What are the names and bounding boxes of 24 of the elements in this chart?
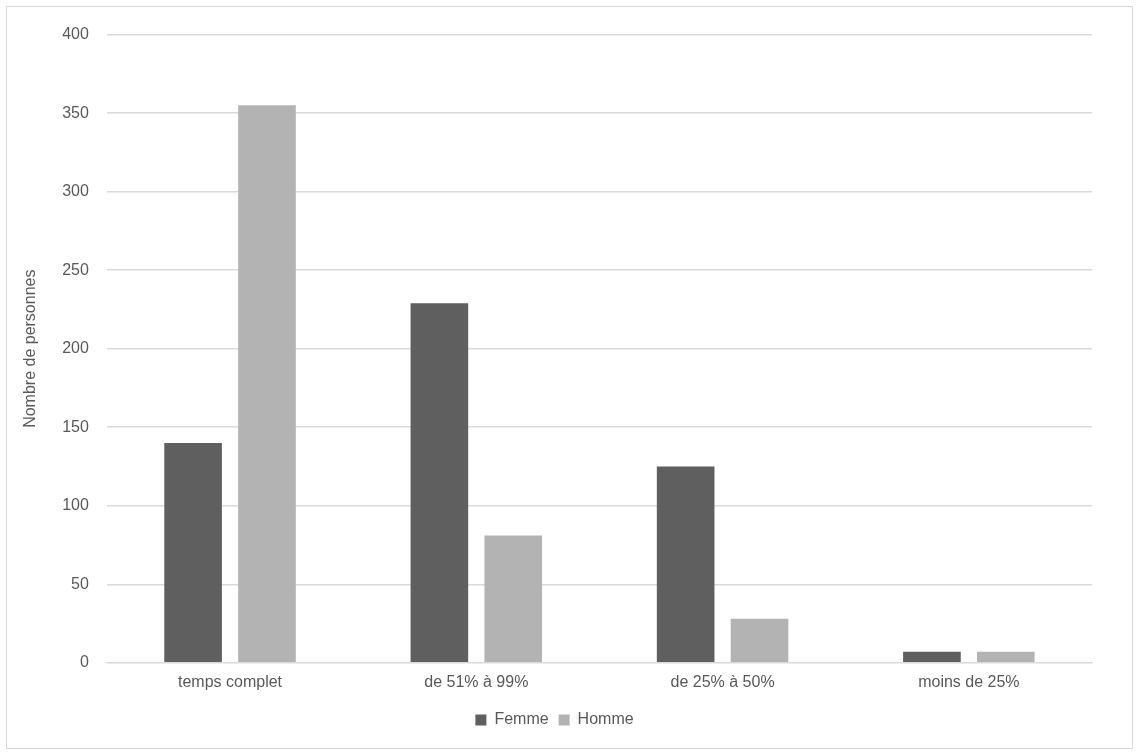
- bar: [410, 303, 469, 663]
- y-tick-label: 350: [62, 103, 89, 121]
- x-tick-label: de 51% à 99%: [424, 672, 529, 690]
- y-tick-label: 100: [62, 496, 89, 514]
- y-tick-label: 300: [62, 182, 89, 200]
- y-axis-title: Nombre de personnes: [21, 269, 39, 428]
- bar: [730, 618, 789, 663]
- bar: [238, 105, 296, 663]
- y-tick-label: 200: [62, 339, 89, 357]
- bar: [164, 442, 222, 663]
- bar: [903, 651, 961, 663]
- x-tick-label: de 25% à 50%: [670, 672, 775, 690]
- x-tick-label: moins de 25%: [918, 672, 1020, 690]
- bar: [656, 466, 715, 663]
- y-tick-label: 150: [62, 417, 89, 435]
- y-tick-label: 400: [62, 25, 89, 43]
- y-tick-label: 250: [62, 260, 89, 278]
- bar: [976, 651, 1035, 663]
- y-tick-label: 0: [79, 653, 89, 671]
- bar: [484, 535, 543, 663]
- legend-label: Femme: [494, 710, 549, 728]
- x-tick-label: temps complet: [178, 672, 283, 690]
- y-tick-label: 50: [71, 574, 89, 592]
- legend-label: Homme: [577, 710, 634, 728]
